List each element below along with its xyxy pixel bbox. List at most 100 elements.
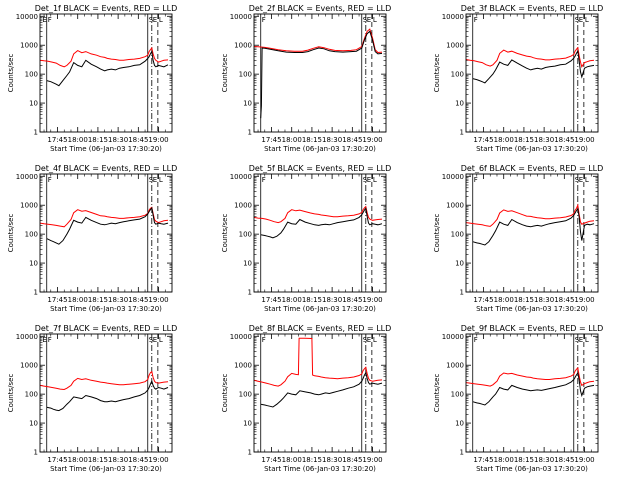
x-tick-label: 18:45 [554, 136, 574, 144]
x-tick-label: 19:00 [148, 136, 168, 144]
x-tick-label: 17:45 [47, 456, 67, 464]
y-tick-label: 1 [34, 129, 38, 137]
lld-series-line [466, 367, 595, 387]
y-tick-label: 1000 [20, 202, 38, 210]
x-tick-label: 19:00 [362, 296, 382, 304]
y-tick-label: 1 [460, 449, 464, 457]
plot-frame [253, 173, 387, 293]
lld-series-line [254, 28, 383, 54]
event-marker-label: S [149, 336, 154, 344]
event-marker-label: F [474, 336, 478, 344]
detector-panel-7: Det_7f BLACK = Events, RED = LLD Counts/s… [7, 324, 177, 473]
x-tick-label: 19:00 [362, 136, 382, 144]
event-marker-label: E [42, 336, 46, 344]
lld-series-line [40, 206, 169, 228]
events-series-line [46, 379, 169, 412]
x-tick-label: 18:00 [494, 456, 514, 464]
event-marker-label: L [373, 336, 377, 344]
event-marker-label: E [579, 16, 583, 24]
x-tick-label: 18:00 [68, 456, 88, 464]
x-tick-label: 18:45 [128, 296, 148, 304]
panel-title: Det_8f BLACK = Events, RED = LLD [249, 324, 392, 333]
x-tick-label: 17:45 [47, 136, 67, 144]
y-tick-label: 10000 [442, 13, 464, 21]
event-marker-label: F [262, 16, 266, 24]
event-marker-label: S [363, 336, 368, 344]
x-axis-label: Start Time (06-Jan-03 17:30:20) [476, 465, 588, 473]
event-marker-label: S [575, 16, 580, 24]
event-marker-label: E [367, 336, 371, 344]
y-tick-label: 10000 [230, 333, 252, 341]
x-tick-label: 18:00 [68, 296, 88, 304]
x-tick-label: 18:30 [108, 136, 128, 144]
y-tick-label: 10000 [16, 333, 38, 341]
x-tick-label: 19:00 [574, 456, 594, 464]
x-tick-label: 18:15 [302, 296, 322, 304]
events-series-line [472, 207, 595, 246]
detector-panel-3: Det_3f BLACK = Events, RED = LLD Counts/s… [433, 4, 603, 153]
x-tick-label: 18:15 [302, 136, 322, 144]
y-tick-label: 10000 [16, 173, 38, 181]
y-tick-label: 100 [451, 391, 464, 399]
x-axis-label: Start Time (06-Jan-03 17:30:20) [264, 305, 376, 313]
x-tick-label: 17:45 [473, 136, 493, 144]
y-tick-label: 100 [25, 231, 38, 239]
y-tick-label: 1 [460, 129, 464, 137]
plot-frame [39, 173, 173, 293]
x-axis-label: Start Time (06-Jan-03 17:30:20) [264, 465, 376, 473]
event-marker-label: L [373, 16, 377, 24]
x-tick-label: 18:45 [342, 296, 362, 304]
event-marker-label: L [159, 16, 163, 24]
plot-frame [39, 13, 173, 133]
panel-title: Det_5f BLACK = Events, RED = LLD [249, 164, 392, 173]
y-tick-label: 10 [455, 100, 464, 108]
panel-title: Det_1f BLACK = Events, RED = LLD [35, 4, 178, 13]
y-tick-label: 100 [451, 231, 464, 239]
events-series-line [46, 206, 169, 245]
x-tick-label: 18:45 [342, 136, 362, 144]
lld-series-line [254, 205, 383, 224]
plot-frame [465, 13, 599, 133]
y-tick-label: 10 [243, 100, 252, 108]
x-tick-label: 18:30 [108, 296, 128, 304]
lld-series-line [254, 337, 383, 387]
x-axis-label: Start Time (06-Jan-03 17:30:20) [476, 145, 588, 153]
x-tick-label: 17:45 [47, 296, 67, 304]
y-tick-label: 100 [239, 391, 252, 399]
y-tick-label: 10 [29, 260, 38, 268]
x-tick-label: 18:00 [68, 136, 88, 144]
event-marker-label: E [367, 16, 371, 24]
y-tick-label: 1000 [234, 362, 252, 370]
event-marker-label: S [363, 16, 368, 24]
y-tick-label: 1000 [20, 362, 38, 370]
x-tick-label: 17:45 [473, 456, 493, 464]
events-series-line [260, 30, 383, 119]
lld-series-line [40, 370, 169, 391]
events-series-line [46, 50, 169, 87]
y-tick-label: 1000 [234, 202, 252, 210]
y-tick-label: 1 [248, 449, 252, 457]
x-tick-label: 18:30 [322, 296, 342, 304]
x-tick-label: 19:00 [148, 296, 168, 304]
plot-frame [253, 13, 387, 133]
panel-title: Det_7f BLACK = Events, RED = LLD [35, 324, 178, 333]
event-marker-label: L [159, 176, 163, 184]
events-series-line [472, 49, 595, 84]
x-tick-label: 18:45 [554, 296, 574, 304]
x-axis-label: Start Time (06-Jan-03 17:30:20) [50, 465, 162, 473]
x-tick-label: 18:15 [88, 136, 108, 144]
detector-panel-6: Det_6f BLACK = Events, RED = LLD Counts/s… [433, 164, 603, 313]
y-tick-label: 1000 [446, 202, 464, 210]
panel-title: Det_9f BLACK = Events, RED = LLD [461, 324, 604, 333]
x-tick-label: 18:30 [534, 456, 554, 464]
y-tick-label: 1000 [446, 42, 464, 50]
x-tick-label: 18:45 [128, 136, 148, 144]
y-tick-label: 1 [248, 129, 252, 137]
y-axis-label: Counts/sec [221, 214, 229, 253]
event-marker-label: E [579, 336, 583, 344]
x-axis-label: Start Time (06-Jan-03 17:30:20) [50, 145, 162, 153]
panel-title: Det_4f BLACK = Events, RED = LLD [35, 164, 178, 173]
plot-frame [465, 173, 599, 293]
x-axis-label: Start Time (06-Jan-03 17:30:20) [264, 145, 376, 153]
